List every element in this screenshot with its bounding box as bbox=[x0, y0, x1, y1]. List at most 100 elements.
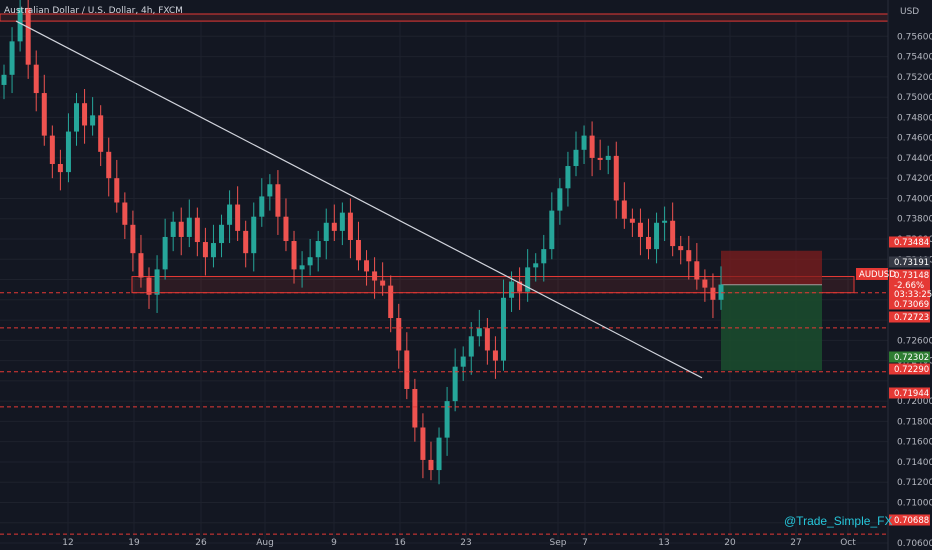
time-tick-label: 16 bbox=[394, 538, 406, 548]
candle-body bbox=[605, 155, 611, 160]
candle-body bbox=[307, 257, 313, 266]
candle-body bbox=[315, 241, 321, 258]
time-tick-label: Sep bbox=[550, 538, 567, 548]
candle-body bbox=[138, 253, 144, 278]
candle-body bbox=[492, 350, 498, 361]
candle-body bbox=[1, 74, 7, 85]
price-tag-text: 0.72290 bbox=[894, 365, 929, 375]
price-tag-text: 0.72723 bbox=[894, 313, 929, 323]
chart-title: Australian Dollar / U.S. Dollar, 4h, FXC… bbox=[4, 6, 183, 16]
candle-body bbox=[33, 64, 39, 94]
price-tag-box bbox=[889, 279, 930, 291]
price-tag-text: 0.72302 bbox=[894, 353, 929, 363]
candle-body bbox=[452, 366, 458, 402]
time-tick-label: 27 bbox=[790, 538, 801, 548]
candle-body bbox=[331, 222, 337, 231]
price-tick-label: 0.75000 bbox=[897, 93, 932, 103]
price-tick-label: 0.74800 bbox=[897, 113, 932, 123]
candle-body bbox=[476, 328, 482, 337]
candle-body bbox=[686, 250, 692, 262]
candle-body bbox=[468, 336, 474, 357]
price-tag-box bbox=[889, 288, 930, 300]
candle-body bbox=[202, 242, 208, 258]
candle-body bbox=[186, 217, 192, 237]
candle-body bbox=[82, 103, 88, 126]
price-tick-label: 0.73800 bbox=[897, 215, 932, 225]
candle-body bbox=[122, 202, 128, 225]
watermark: @Trade_Simple_FX bbox=[784, 514, 892, 528]
candle-body bbox=[436, 437, 442, 471]
candle-body bbox=[525, 267, 531, 292]
time-tick-label: 26 bbox=[195, 538, 207, 548]
time-tick-label: 13 bbox=[658, 538, 669, 548]
candle-body bbox=[339, 212, 345, 231]
time-tick-label: 12 bbox=[62, 538, 73, 548]
candle-body bbox=[347, 212, 353, 241]
candle-body bbox=[90, 115, 96, 126]
candle-body bbox=[718, 284, 724, 300]
price-tick-label: 0.71800 bbox=[897, 417, 932, 427]
time-tick-label: 19 bbox=[128, 538, 140, 548]
price-tick-label: 0.72000 bbox=[897, 397, 932, 407]
price-tag-text: -2.66% bbox=[894, 281, 924, 291]
candle-body bbox=[291, 241, 297, 270]
price-tag-box bbox=[889, 387, 930, 399]
candle-body bbox=[678, 246, 684, 251]
current-label-box bbox=[856, 268, 888, 280]
candle-body bbox=[581, 135, 587, 150]
candle-body bbox=[500, 297, 506, 361]
time-tick-label: 20 bbox=[724, 538, 736, 548]
candle-body bbox=[49, 135, 55, 164]
candle-body bbox=[243, 230, 249, 254]
price-tick-label: 0.74600 bbox=[897, 134, 932, 144]
short-position-tool[interactable] bbox=[721, 250, 822, 371]
price-tags: 0.73484 0.73191 0.73148-2.66%03:33:250.730… bbox=[889, 236, 932, 526]
candle-body bbox=[629, 218, 635, 223]
time-tick-label: Oct bbox=[840, 538, 856, 548]
candle-body bbox=[444, 401, 450, 438]
candle-body bbox=[323, 222, 329, 242]
candle-body bbox=[98, 115, 104, 152]
candle-body bbox=[420, 427, 426, 460]
time-tick-label: 9 bbox=[331, 538, 337, 548]
price-tag-text: 03:33:25 bbox=[894, 290, 932, 300]
candle-body bbox=[283, 216, 289, 242]
price-tag-text: 0.71944 bbox=[894, 389, 929, 399]
time-axis: 12 19 26 Aug 9 16 23 Sep 7 13 20 27 Oct bbox=[62, 538, 856, 548]
stop-loss-zone bbox=[721, 250, 822, 285]
candle-body bbox=[388, 285, 394, 319]
candle-body bbox=[275, 184, 281, 217]
candle-body bbox=[662, 220, 668, 223]
price-tag-text: 0.73191 bbox=[894, 258, 929, 268]
price-tick-label: 0.71600 bbox=[897, 438, 932, 448]
candle-body bbox=[154, 269, 160, 295]
candle-body bbox=[621, 200, 627, 219]
candle-body bbox=[17, 7, 23, 42]
candle-body bbox=[702, 279, 708, 288]
candle-body bbox=[637, 222, 643, 237]
candle-body bbox=[573, 149, 579, 167]
price-tick-label: 0.74200 bbox=[897, 174, 932, 184]
price-tick-label: 0.71400 bbox=[897, 458, 932, 468]
grid-lines bbox=[0, 22, 888, 544]
candle-body bbox=[74, 103, 80, 132]
candle-body bbox=[589, 135, 595, 158]
candle-body bbox=[670, 220, 676, 247]
candles bbox=[1, 0, 724, 485]
trendline[interactable] bbox=[15, 20, 703, 379]
candle-body bbox=[412, 388, 418, 428]
candle-body bbox=[645, 236, 651, 250]
price-tag-box bbox=[889, 298, 930, 310]
price-tick-label: 0.75600 bbox=[897, 32, 932, 42]
candle-body bbox=[428, 459, 434, 471]
candle-body bbox=[114, 178, 120, 203]
candle-body bbox=[65, 131, 71, 173]
candle-body bbox=[130, 224, 136, 254]
current-label-text: AUDUSD bbox=[859, 270, 896, 280]
price-tag-box bbox=[889, 269, 930, 281]
candle-body bbox=[694, 261, 700, 280]
price-tag-text: 0.73148 bbox=[894, 271, 929, 281]
zones bbox=[0, 13, 889, 294]
candle-body bbox=[549, 210, 555, 250]
